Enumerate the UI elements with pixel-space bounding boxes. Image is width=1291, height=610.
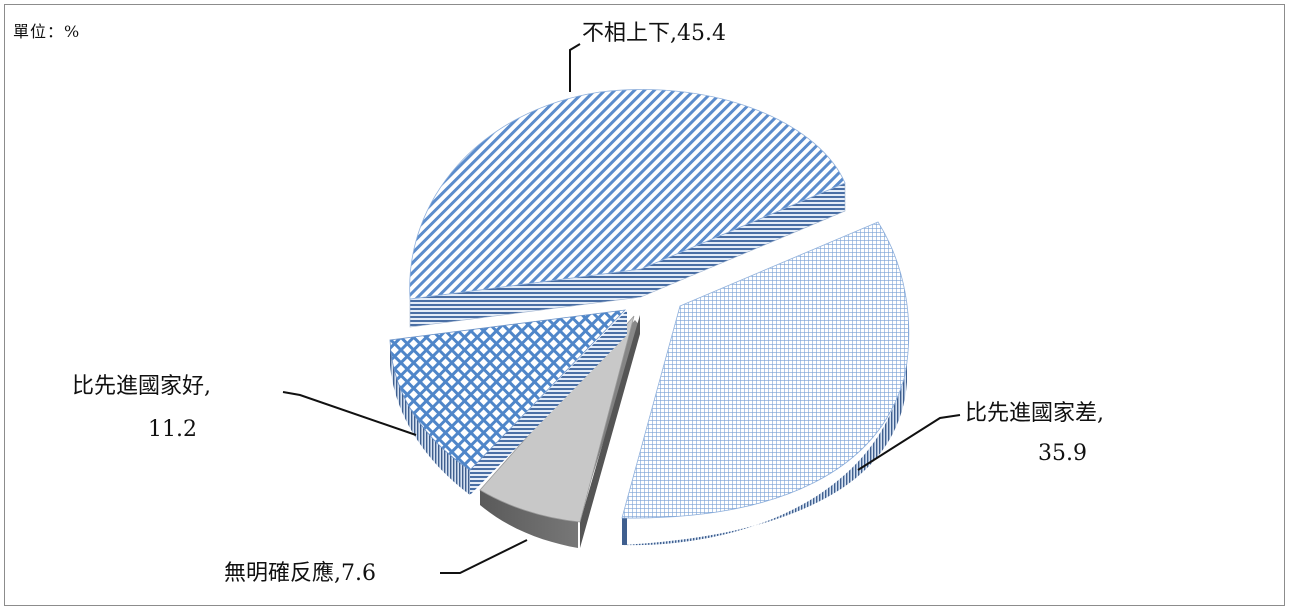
label-same-value: 45.4 [677, 21, 726, 46]
data-label-better: 比先進國家好, [72, 374, 211, 399]
label-same-name: 不相上下 [582, 21, 670, 46]
label-better-name: 比先進國家好 [72, 374, 204, 399]
leader-line-better [282, 391, 417, 436]
pie-slice-better [389, 309, 627, 495]
leader-line-worse [857, 414, 961, 471]
unit-label: 單位：% [13, 22, 81, 41]
leader-line-no-response [440, 539, 528, 574]
label-better-value: 11.2 [148, 417, 197, 442]
pie-slice-same [409, 89, 846, 328]
data-label-worse: 比先進國家差, [965, 401, 1104, 426]
data-label-no-response: 無明確反應,7.6 [224, 560, 376, 586]
pie-slice-worse [621, 221, 910, 546]
leader-line-same [569, 43, 581, 92]
label-no-response-name: 無明確反應 [224, 560, 334, 586]
label-worse-name: 比先進國家差 [965, 401, 1097, 426]
label-worse-value: 35.9 [1038, 441, 1087, 466]
pie-slice-no-response [479, 315, 640, 548]
label-no-response-value: 7.6 [341, 561, 376, 586]
data-label-same: 不相上下,45.4 [582, 21, 726, 46]
